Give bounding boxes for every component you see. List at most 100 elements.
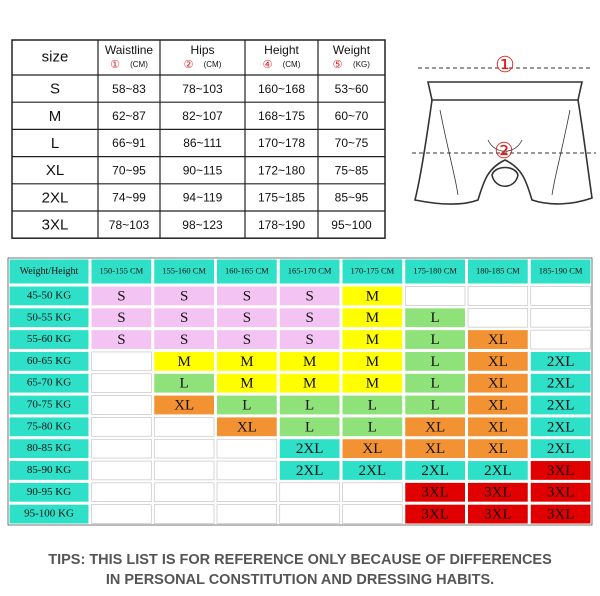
- size-cell: [91, 417, 152, 437]
- weight-label: 85-90 KG: [27, 464, 71, 476]
- size-cell: 94~119: [183, 191, 223, 205]
- size-text: 3XL: [547, 463, 575, 479]
- size-cell: [342, 482, 403, 502]
- size-cell: [468, 395, 528, 415]
- weight-label: 50-55 KG: [27, 311, 71, 323]
- size-cell: [467, 286, 529, 306]
- size-text: S: [117, 310, 125, 326]
- size-cell: [530, 482, 591, 502]
- height-header-cell: [468, 259, 528, 284]
- size-cell: 85~95: [335, 191, 369, 205]
- size-text: S: [305, 288, 313, 304]
- weight-label: 90-95 KG: [27, 486, 71, 498]
- size-cell: [468, 439, 528, 459]
- size-text: L: [242, 397, 251, 413]
- size-cell: 70~95: [112, 163, 146, 177]
- size-cell: [530, 351, 591, 371]
- column-unit: (CM): [204, 60, 222, 69]
- size-text: 3XL: [421, 507, 449, 523]
- size-cell: [279, 395, 340, 415]
- size-cell: [342, 351, 403, 371]
- size-text: M: [366, 376, 379, 392]
- size-text: M: [303, 354, 316, 370]
- size-cell: [342, 330, 403, 349]
- tips-line: TIPS: THIS LIST IS FOR REFERENCE ONLY BE…: [48, 552, 552, 568]
- size-text: M: [240, 354, 253, 370]
- column-unit: (CM): [283, 60, 301, 69]
- size-cell: [91, 308, 152, 328]
- size-cell: [342, 286, 403, 306]
- size-text: L: [431, 310, 440, 326]
- size-cell: [468, 373, 528, 393]
- weight-label: 60-65 KG: [27, 355, 71, 367]
- height-header: 175-180 CM: [413, 265, 457, 275]
- size-cell: [216, 438, 278, 459]
- size-text: 2XL: [421, 463, 449, 479]
- size-cell: 170~178: [258, 136, 305, 150]
- size-label: L: [51, 135, 59, 152]
- size-cell: [153, 438, 215, 459]
- size-cell: 175~185: [258, 191, 305, 205]
- size-text: 2XL: [547, 441, 575, 457]
- size-text: L: [305, 419, 314, 435]
- size-cell: [279, 351, 340, 371]
- size-cell: [342, 395, 403, 415]
- size-text: L: [431, 332, 440, 348]
- size-cell: [530, 308, 591, 328]
- size-cell: [153, 460, 215, 481]
- size-text: S: [180, 310, 188, 326]
- column-unit: (CM): [130, 60, 148, 69]
- size-cell: 60~70: [335, 109, 369, 123]
- size-cell: [405, 417, 465, 437]
- tips-line: IN PERSONAL CONSTITUTION AND DRESSING HA…: [106, 572, 494, 588]
- size-cell: 74~99: [112, 191, 146, 205]
- weight-label: 65-70 KG: [27, 377, 71, 389]
- column-marker: ①: [110, 59, 120, 71]
- weight-label: 80-85 KG: [27, 442, 71, 454]
- weight-label: 75-80 KG: [27, 420, 71, 432]
- size-cell: [405, 395, 465, 415]
- size-cell: [279, 439, 340, 459]
- size-cell: [279, 373, 340, 393]
- size-text: M: [366, 354, 379, 370]
- size-text: XL: [488, 332, 508, 348]
- size-text: 3XL: [547, 485, 575, 501]
- column-header: Height: [264, 43, 299, 57]
- size-cell: [468, 504, 528, 524]
- size-cell: [91, 330, 152, 349]
- shorts-diagram: [412, 67, 596, 205]
- size-cell: [530, 286, 591, 306]
- size-text: M: [303, 376, 316, 392]
- size-cell: [279, 308, 340, 328]
- size-text: M: [366, 332, 379, 348]
- weight-cell: [9, 308, 89, 328]
- size-text: 3XL: [484, 485, 512, 501]
- size-text: XL: [488, 419, 508, 435]
- weight-cell: [9, 504, 89, 524]
- height-header: 165-170 CM: [288, 265, 332, 275]
- size-text: M: [366, 288, 379, 304]
- size-text: S: [243, 332, 251, 348]
- height-header-cell: [530, 259, 591, 284]
- weight-label: 45-50 KG: [27, 289, 71, 301]
- size-cell: [91, 351, 152, 372]
- size-cell: [217, 330, 277, 349]
- weight-cell: [9, 286, 89, 306]
- size-cell: 98~123: [182, 218, 223, 232]
- size-cell: [91, 286, 152, 306]
- size-text: S: [117, 288, 125, 304]
- size-text: S: [117, 332, 125, 348]
- size-cell: [217, 373, 277, 393]
- size-cell: 53~60: [335, 82, 369, 96]
- column-header: Waistline: [105, 43, 154, 57]
- column-marker: ⑤: [333, 59, 343, 71]
- size-cell: 58~83: [112, 82, 146, 96]
- column-header: Weight: [333, 43, 371, 57]
- size-cell: [154, 373, 214, 393]
- size-cell: 178~190: [258, 218, 305, 232]
- size-cell: 70~75: [335, 136, 369, 150]
- height-header-cell: [279, 259, 340, 284]
- size-cell: [216, 460, 278, 481]
- size-cell: [342, 308, 403, 328]
- size-text: S: [305, 310, 313, 326]
